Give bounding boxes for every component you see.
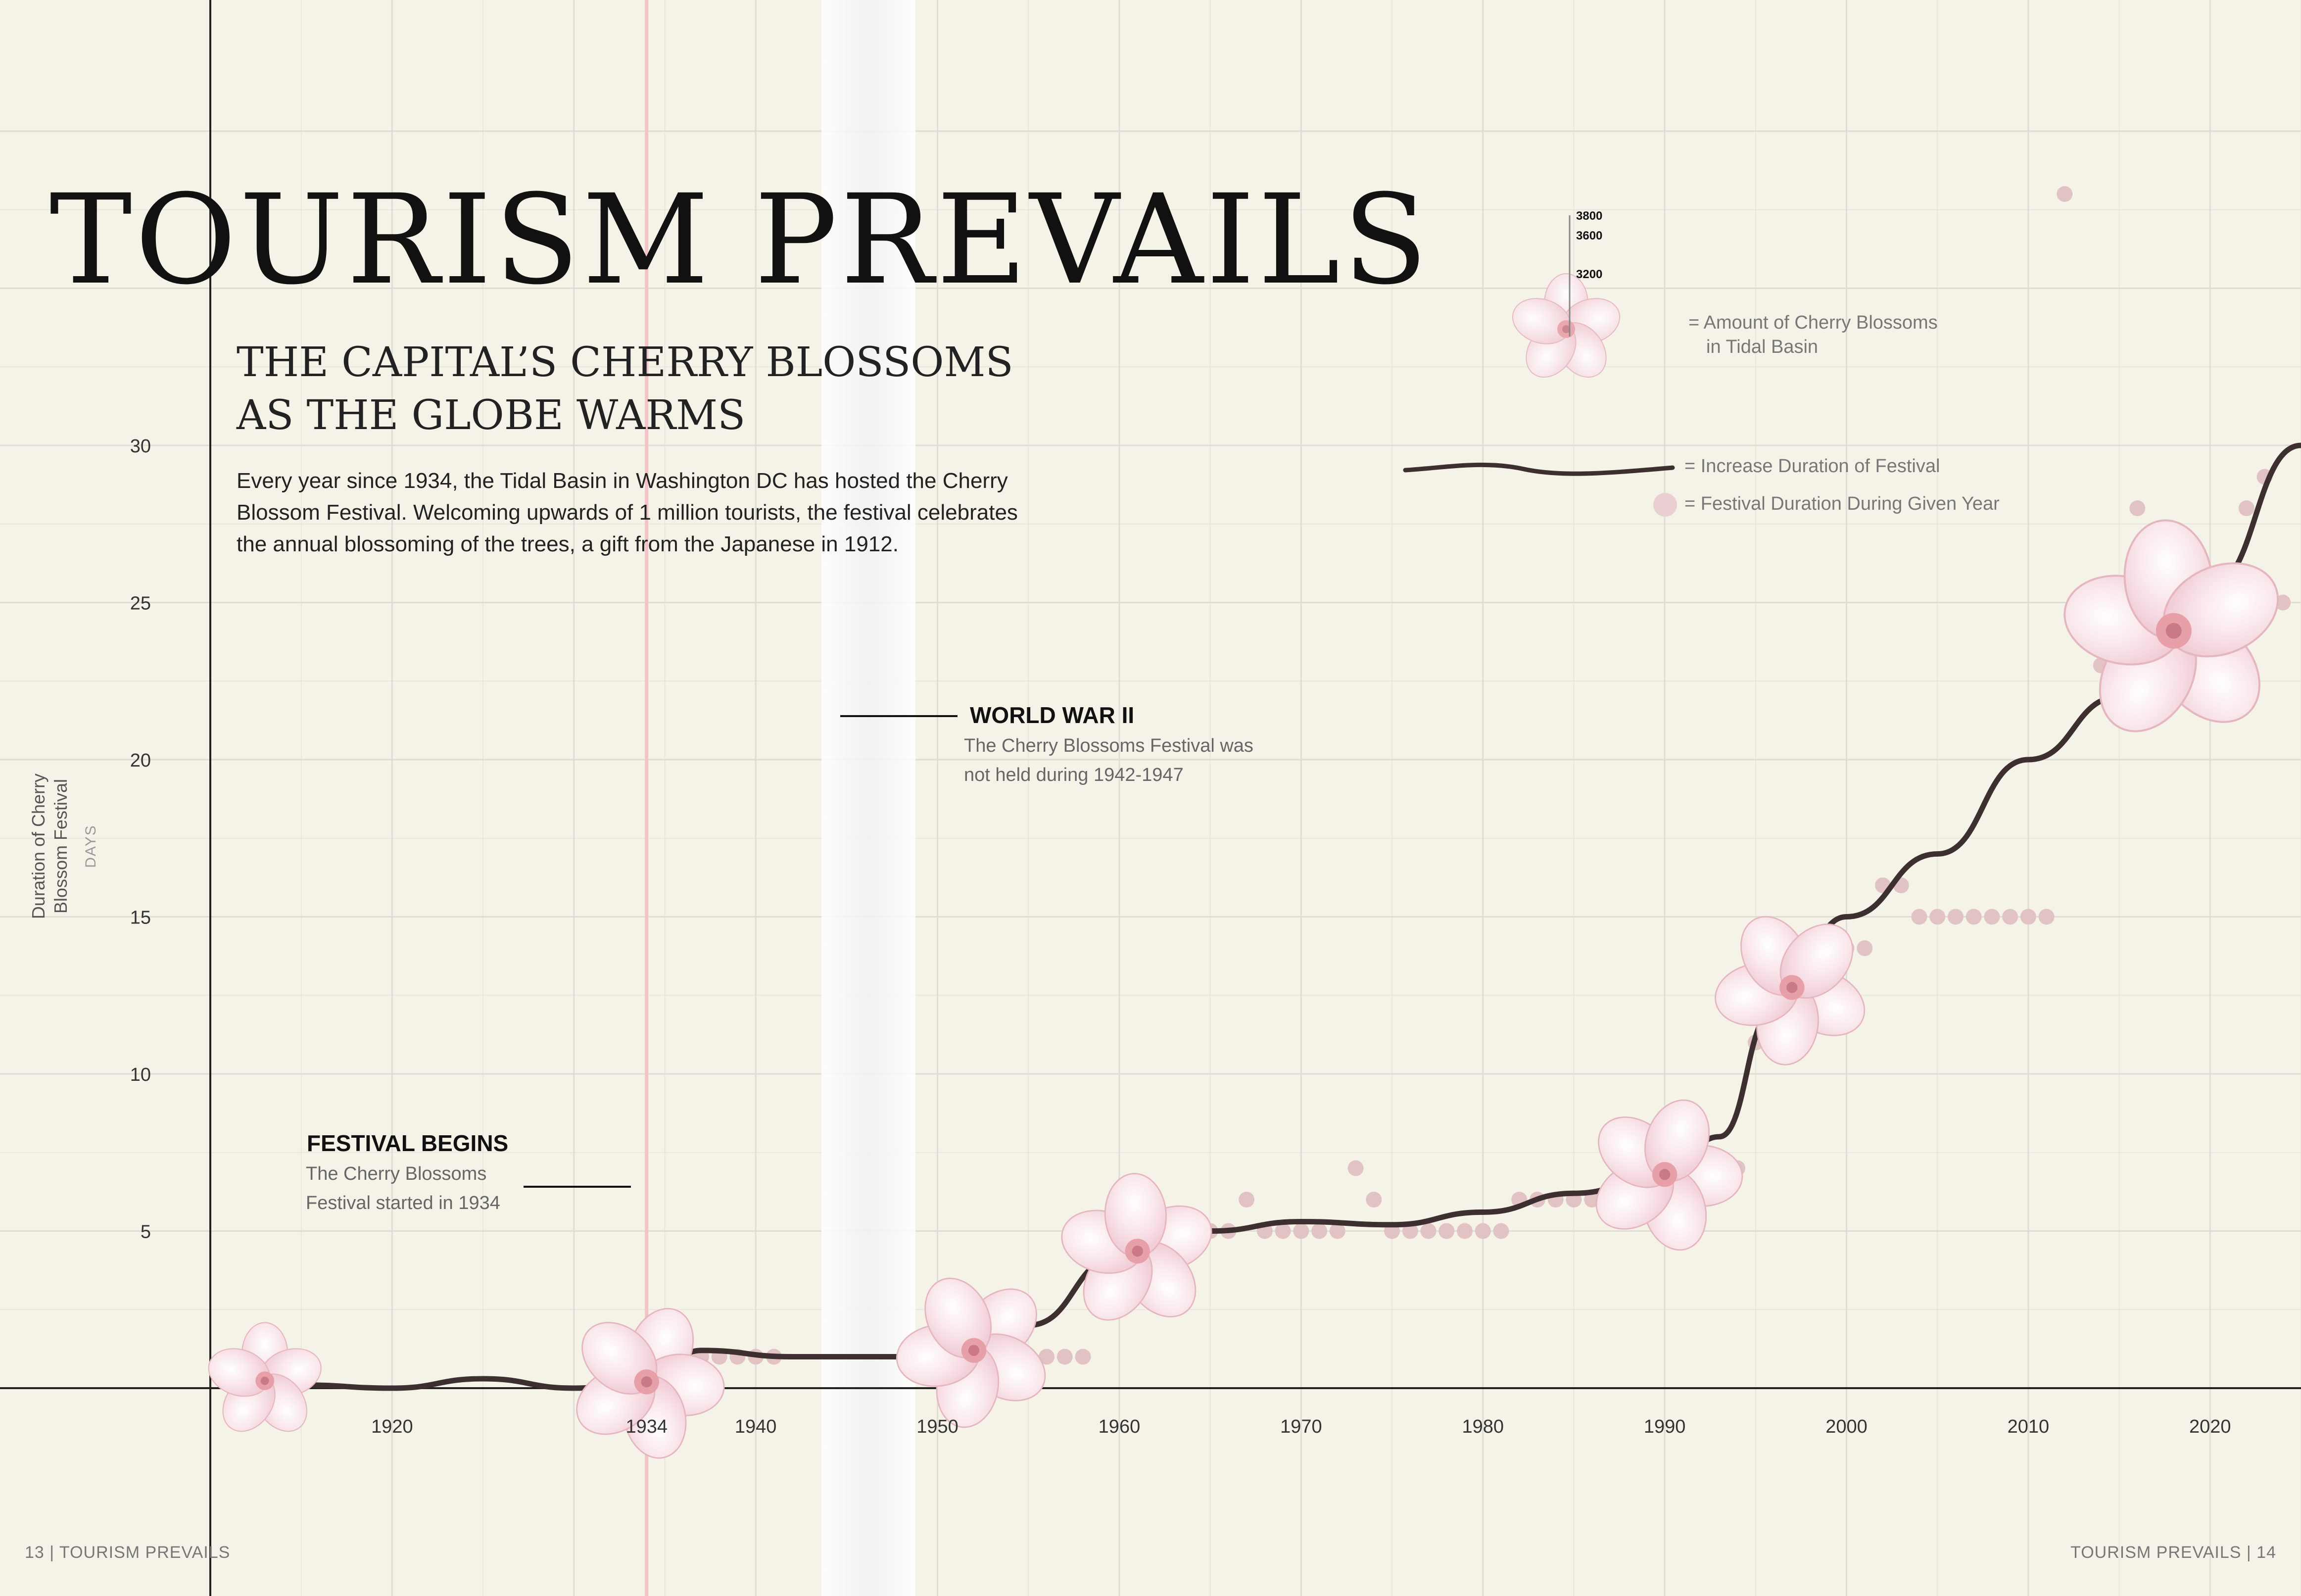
page-subtitle: THE CAPITAL’S CHERRY BLOSSOMS AS THE GLOB…: [237, 337, 1028, 442]
x-tick-label: 1934: [625, 1416, 668, 1437]
y-axis-unit: DAYS: [83, 824, 99, 868]
blossom-icon: [202, 1322, 328, 1442]
legend-scale-tick: 3600: [1576, 229, 1602, 242]
x-tick-label: 1950: [916, 1416, 959, 1437]
bar-head-1980: [1475, 1223, 1491, 1239]
y-tick-label: 30: [130, 436, 151, 457]
bar-head-1967: [1239, 1192, 1255, 1208]
ww2-title: WORLD WAR II: [970, 702, 1135, 728]
x-tick-label: 1920: [371, 1416, 413, 1437]
bar-head-2012: [2057, 186, 2073, 202]
bar-head-2008: [1984, 909, 2000, 925]
x-tick-label: 1960: [1099, 1416, 1141, 1437]
legend-dot-label: = Festival Duration During Given Year: [1684, 493, 2000, 514]
torn-paper-strip: [821, 0, 915, 1596]
subtitle-line: THE CAPITAL’S CHERRY BLOSSOMS: [237, 339, 1013, 386]
legend-blossom-icon: [1506, 273, 1627, 387]
legend-branch-label: = Increase Duration of Festival: [1684, 456, 1940, 477]
bar-head-2005: [1929, 909, 1946, 925]
footer-left: 13 | TOURISM PREVAILS: [25, 1543, 231, 1562]
y-tick-label: 5: [141, 1222, 151, 1243]
bar-head-1957: [1056, 1349, 1073, 1365]
bar-head-2009: [2002, 909, 2018, 925]
bar-head-1973: [1347, 1160, 1364, 1176]
bar-head-1956: [1039, 1349, 1055, 1365]
intro-paragraph: Every year since 1934, the Tidal Basin i…: [237, 469, 1018, 556]
bar-head-2007: [1965, 909, 1982, 925]
page-title: TOURISM PREVAILS: [49, 168, 1431, 312]
begins-text: The Cherry Blossoms Festival started in …: [306, 1163, 500, 1213]
bar-head-2016: [2129, 500, 2146, 516]
legend-dot-icon: [1653, 493, 1677, 517]
tick-labels: 1920 1934 1940 1950 1960 1970 1980 1990 2000 2010…: [130, 436, 2231, 1437]
legend-scale-tick: 3200: [1576, 268, 1602, 281]
bar-head-1970: [1293, 1223, 1309, 1239]
bar-head-1972: [1329, 1223, 1345, 1239]
subtitle-line: AS THE GLOBE WARMS: [237, 391, 746, 439]
bar-head-1979: [1457, 1223, 1473, 1239]
bar-head-1978: [1438, 1223, 1455, 1239]
x-tick-label: 1970: [1280, 1416, 1322, 1437]
legend-blossoms-line: = Amount of Cherry Blossoms: [1688, 312, 1938, 333]
bar-head-2001: [1857, 940, 1873, 956]
bar-head-1977: [1420, 1223, 1437, 1239]
bar-head-2010: [2020, 909, 2036, 925]
y-tick-label: 10: [130, 1064, 151, 1085]
bar-head-1981: [1493, 1223, 1509, 1239]
bar-head-1971: [1311, 1223, 1328, 1239]
bar-head-2022: [2238, 500, 2254, 516]
blossom-1913: [202, 1322, 328, 1442]
legend: 3800 3600 3200: [1403, 209, 1677, 517]
y-tick-label: 20: [130, 750, 151, 771]
ww2-text: The Cherry Blossoms Festival was not hel…: [964, 735, 1253, 785]
footer-right: TOURISM PREVAILS | 14: [2070, 1543, 2276, 1562]
bar-head-2024: [2275, 594, 2291, 611]
begins-title: FESTIVAL BEGINS: [307, 1130, 509, 1156]
x-tick-label: 1940: [735, 1416, 777, 1437]
bar-head-2006: [1947, 909, 1964, 925]
bar-head-1974: [1366, 1192, 1382, 1208]
legend-blossoms-line: in Tidal Basin: [1706, 337, 1819, 358]
bar-head-2004: [1911, 909, 1927, 925]
y-axis-label: Duration of Cherry Blossom Festival DAYS: [27, 767, 99, 925]
x-tick-label: 2010: [2008, 1416, 2050, 1437]
x-tick-label: 1980: [1462, 1416, 1504, 1437]
x-tick-label: 2000: [1825, 1416, 1868, 1437]
bar-head-1969: [1275, 1223, 1291, 1239]
legend-scale-tick: 3800: [1576, 209, 1602, 223]
bar-head-1958: [1075, 1349, 1091, 1365]
y-tick-label: 25: [130, 593, 151, 614]
legend-branch-icon: [1403, 462, 1675, 476]
y-axis-label-line: Duration of Cherry: [28, 773, 48, 919]
x-tick-label: 2020: [2189, 1416, 2231, 1437]
y-axis-label-line: Blossom Festival: [50, 778, 71, 914]
bar-head-1976: [1402, 1223, 1418, 1239]
bar-head-2011: [2038, 909, 2055, 925]
legend-blossoms-label: = Amount of Cherry Blossoms in Tidal Basi…: [1688, 311, 2035, 360]
y-tick-label: 15: [130, 908, 151, 928]
x-tick-label: 1990: [1644, 1416, 1686, 1437]
